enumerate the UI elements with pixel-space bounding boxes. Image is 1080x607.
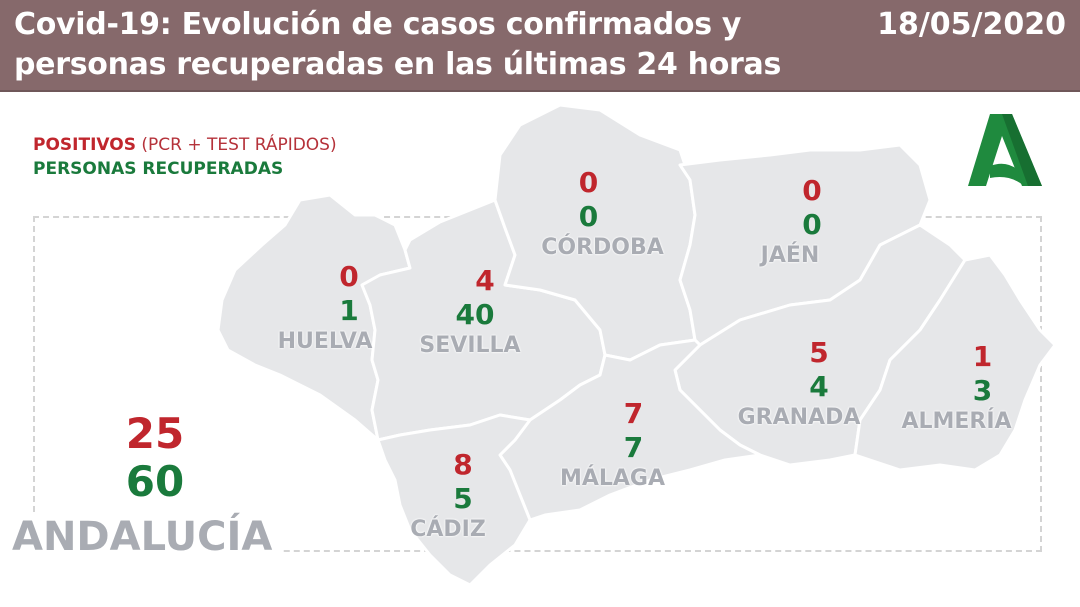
- province-almeria-shape: [853, 253, 1057, 472]
- cadiz-recovered: 5: [453, 482, 473, 515]
- jaen-recovered: 0: [802, 208, 822, 241]
- province-cadiz-shape: [376, 413, 532, 587]
- total-positives: 25: [125, 409, 185, 458]
- province-cordoba: 0 0 CÓRDOBA: [535, 166, 670, 262]
- almeria-name: ALMERÍA: [901, 409, 1012, 434]
- malaga-recovered: 7: [623, 431, 644, 464]
- sevilla-name: SEVILLA: [419, 333, 521, 358]
- granada-name: GRANADA: [737, 405, 861, 430]
- jaen-name: JAÉN: [760, 243, 820, 268]
- report-date: 18/05/2020: [877, 7, 1066, 42]
- huelva-recovered: 1: [339, 294, 359, 327]
- province-malaga: 7 7 MÁLAGA: [555, 397, 670, 493]
- malaga-positives: 7: [623, 397, 644, 430]
- junta-andalucia-logo-icon: [968, 114, 1042, 186]
- sevilla-positives: 4: [475, 264, 495, 297]
- huelva-name: HUELVA: [277, 329, 373, 354]
- cordoba-recovered: 0: [578, 200, 599, 233]
- jaen-positives: 0: [802, 174, 822, 207]
- header-bar: Covid-19: Evolución de casos confirmados…: [0, 0, 1080, 92]
- legend-positives-label: POSITIVOS: [33, 135, 136, 155]
- province-sevilla: 4 40 SEVILLA: [400, 264, 540, 360]
- sevilla-recovered: 40: [455, 298, 495, 331]
- province-cadiz: 8 5 CÁDIZ: [404, 448, 492, 544]
- legend: POSITIVOS (PCR + TEST RÁPIDOS) PERSONAS …: [33, 133, 337, 181]
- almeria-positives: 1: [972, 340, 993, 373]
- province-almeria: 1 3 ALMERÍA: [894, 340, 1019, 436]
- huelva-positives: 0: [339, 260, 359, 293]
- cadiz-name: CÁDIZ: [410, 517, 486, 542]
- province-jaen: 0 0 JAÉN: [750, 174, 830, 270]
- almeria-recovered: 3: [972, 374, 993, 407]
- cordoba-positives: 0: [578, 166, 599, 199]
- page-title: Covid-19: Evolución de casos confirmados…: [14, 7, 782, 82]
- region-total: 25 60: [120, 410, 190, 506]
- province-huelva: 0 1 HUELVA: [250, 260, 400, 356]
- province-granada: 5 4 GRANADA: [734, 336, 864, 432]
- cadiz-positives: 8: [453, 448, 473, 481]
- granada-recovered: 4: [809, 370, 829, 403]
- legend-positives-sub: (PCR + TEST RÁPIDOS): [141, 135, 337, 155]
- malaga-name: MÁLAGA: [559, 466, 666, 491]
- region-name: ANDALUCÍA: [12, 512, 283, 562]
- cordoba-name: CÓRDOBA: [541, 235, 664, 260]
- granada-positives: 5: [809, 336, 829, 369]
- total-recovered: 60: [125, 457, 185, 506]
- legend-recovered-label: PERSONAS RECUPERADAS: [33, 159, 284, 179]
